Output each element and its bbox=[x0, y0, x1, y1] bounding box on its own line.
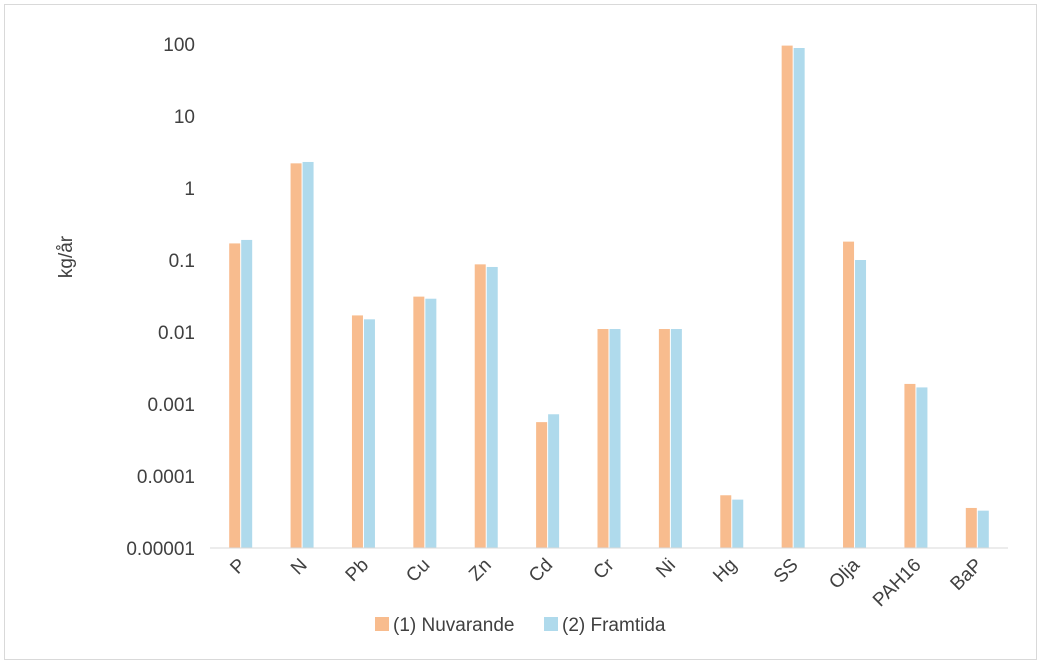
bar-cu-series-1 bbox=[413, 296, 425, 548]
bar-p-series-2 bbox=[241, 239, 253, 548]
bar-hg-series-1 bbox=[720, 495, 732, 548]
bar-olja-series-1 bbox=[843, 241, 855, 549]
bar-cr-series-1 bbox=[597, 329, 609, 548]
bar-olja-series-2 bbox=[855, 260, 867, 548]
y-tick-label: 0.00001 bbox=[126, 539, 195, 560]
legend-label-series-1: (1) Nuvarande bbox=[393, 615, 514, 636]
bar-zn-series-1 bbox=[474, 264, 486, 548]
legend-swatch-series-1 bbox=[375, 617, 389, 631]
y-axis-title: kg/år bbox=[56, 235, 77, 278]
y-tick-label: 100 bbox=[163, 35, 195, 56]
bar-ss-series-1 bbox=[781, 45, 793, 548]
bar-pah16-series-2 bbox=[916, 387, 928, 548]
bar-n-series-2 bbox=[302, 161, 314, 548]
x-tick-label: Cu bbox=[402, 555, 434, 587]
y-tick-label: 1 bbox=[184, 179, 195, 200]
legend: (1) Nuvarande (2) Framtida bbox=[375, 615, 666, 636]
bar-pah16-series-1 bbox=[904, 383, 916, 548]
x-axis-tick-labels: P N Pb Cu Zn Cd Cr Ni Hg SS Olja PAH16 BaP bbox=[226, 554, 986, 611]
bar-hg-series-2 bbox=[732, 499, 744, 548]
x-tick-label: N bbox=[287, 555, 312, 580]
x-tick-label: SS bbox=[770, 555, 803, 588]
bar-cr-series-2 bbox=[609, 329, 621, 548]
y-tick-label: 0.001 bbox=[147, 395, 195, 416]
x-tick-label: Cd bbox=[525, 555, 557, 587]
x-tick-label: Cr bbox=[589, 554, 619, 584]
y-tick-label: 0.01 bbox=[158, 323, 195, 344]
x-tick-label: Hg bbox=[709, 555, 741, 587]
bar-ni-series-2 bbox=[670, 329, 682, 548]
bar-n-series-1 bbox=[290, 163, 302, 548]
bar-p-series-1 bbox=[229, 243, 241, 548]
x-tick-label: BaP bbox=[947, 555, 987, 595]
bar-pb-series-2 bbox=[363, 319, 375, 548]
x-tick-label: Zn bbox=[465, 555, 496, 586]
bar-ss-series-2 bbox=[793, 47, 805, 548]
y-axis-tick-labels: 0.00001 0.0001 0.001 0.01 0.1 1 10 100 bbox=[126, 35, 195, 560]
legend-label-series-2: (2) Framtida bbox=[562, 615, 666, 636]
bar-bap-series-1 bbox=[965, 507, 977, 548]
y-tick-label: 0.0001 bbox=[137, 467, 195, 488]
bar-cd-series-1 bbox=[536, 422, 548, 548]
x-tick-label: PAH16 bbox=[869, 555, 925, 611]
x-tick-label: P bbox=[226, 555, 250, 579]
bar-cu-series-2 bbox=[425, 298, 437, 548]
bar-zn-series-2 bbox=[486, 266, 498, 548]
bar-cd-series-2 bbox=[548, 414, 560, 548]
x-tick-label: Ni bbox=[652, 555, 680, 583]
y-tick-label: 10 bbox=[174, 107, 195, 128]
bar-ni-series-1 bbox=[658, 329, 670, 548]
x-tick-label: Olja bbox=[825, 554, 864, 593]
bar-bap-series-2 bbox=[977, 510, 989, 548]
y-tick-label: 0.1 bbox=[169, 251, 195, 272]
bars bbox=[229, 45, 989, 549]
legend-swatch-series-2 bbox=[544, 617, 558, 631]
x-tick-label: Pb bbox=[342, 555, 373, 586]
bar-pb-series-1 bbox=[351, 315, 363, 548]
